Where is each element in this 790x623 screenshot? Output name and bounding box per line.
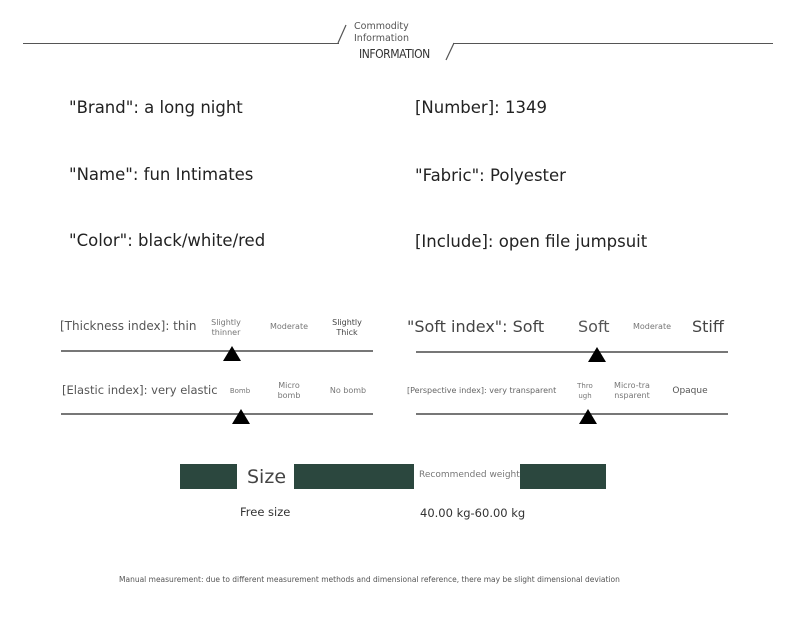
perspective-option: Through [577,382,593,400]
elastic-option: Bomb [229,387,251,395]
header-slash-right [445,42,455,61]
elastic-option: Micro bomb [277,381,301,400]
fabric-info: "Fabric": Polyester [415,166,566,185]
soft-option: Moderate [632,322,672,331]
thickness-marker-icon [223,346,241,361]
perspective-scale [416,413,728,415]
size-bar-decoration [180,464,237,489]
size-value: Free size [240,505,291,519]
color-info: "Color": black/white/red [69,231,266,250]
thickness-option: Slightly Thick [332,318,362,337]
include-info: [Include]: open file jumpsuit [415,232,648,251]
size-bar-decoration [294,464,414,489]
soft-option: Soft [578,317,610,336]
thickness-option: Moderate [269,322,309,331]
thickness-index-label: [Thickness index]: thin [60,319,197,333]
soft-marker-icon [588,347,606,362]
header-divider-left [23,43,339,44]
elastic-index-label: [Elastic index]: very elastic [62,383,218,397]
perspective-option: Opaque [672,386,708,396]
weight-title: Recommended weight [419,470,520,480]
name-info: "Name": fun Intimates [69,165,254,184]
thickness-option: Slightly thinner [211,318,241,337]
soft-option: Stiff [692,317,724,336]
perspective-option: Micro-transparent [614,381,650,400]
weight-value: 40.00 kg-60.00 kg [420,506,526,520]
number-info: [Number]: 1349 [415,98,547,117]
perspective-index-label: [Perspective index]: very transparent [407,386,557,395]
thickness-scale [61,350,373,352]
brand-info: "Brand": a long night [69,98,243,117]
soft-index-label: "Soft index": Soft [407,317,545,336]
header-title-en: INFORMATION [359,47,430,61]
size-bar-decoration [520,464,606,489]
size-title: Size [247,466,287,488]
header-slash-left [337,24,347,44]
elastic-marker-icon [232,409,250,424]
header-title: Commodity Information [354,21,409,44]
elastic-option: No bomb [329,386,367,395]
header-divider-right [453,43,773,44]
perspective-marker-icon [579,409,597,424]
measurement-footnote: Manual measurement: due to different mea… [119,575,620,584]
elastic-scale [61,413,373,415]
soft-scale [416,351,728,353]
